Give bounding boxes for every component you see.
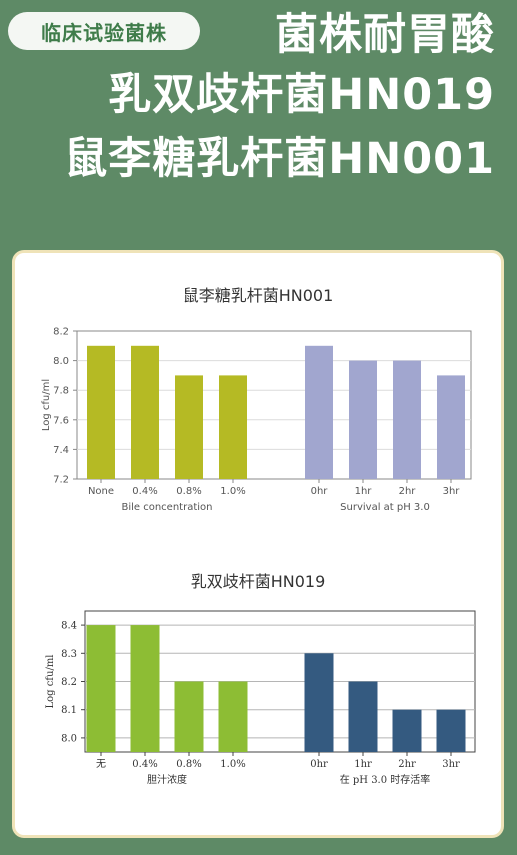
bar bbox=[392, 709, 422, 752]
x-tick-label: 3hr bbox=[442, 759, 460, 770]
x-tick-label: 0.8% bbox=[176, 759, 201, 770]
bar bbox=[86, 625, 116, 752]
headline-acid-resistance: 菌株耐胃酸 bbox=[275, 10, 495, 60]
x-tick-label: 2hr bbox=[398, 759, 416, 770]
group-label: 胆汁浓度 bbox=[147, 773, 187, 786]
y-tick-label: 7.2 bbox=[53, 475, 69, 486]
y-tick-label: 8.2 bbox=[53, 327, 69, 338]
y-tick-label: 8.2 bbox=[61, 677, 77, 688]
group-label: 在 pH 3.0 时存活率 bbox=[340, 773, 431, 786]
chart-hn019: 乳双歧杆菌HN019 8.0 8.1 8.2 8.3 8.4 Log cfu/ml 无 0.4%… bbox=[45, 572, 476, 786]
bar bbox=[87, 345, 115, 479]
bar bbox=[175, 375, 203, 479]
bar bbox=[305, 345, 333, 479]
x-tick-label: 无 bbox=[96, 759, 106, 770]
x-tick-label: 2hr bbox=[399, 486, 417, 497]
bar bbox=[304, 653, 334, 752]
x-tick-label: 0hr bbox=[310, 759, 328, 770]
y-tick-label: 7.4 bbox=[53, 445, 69, 456]
y-axis-label: Log cfu/ml bbox=[41, 379, 52, 431]
y-axis-label: Log cfu/ml bbox=[45, 654, 56, 708]
x-tick-label: 0.4% bbox=[132, 759, 157, 770]
y-tick-label: 8.1 bbox=[61, 705, 77, 716]
x-tick-label: None bbox=[88, 486, 114, 497]
group-label: Survival at pH 3.0 bbox=[340, 502, 430, 513]
y-tick-label: 8.4 bbox=[61, 621, 77, 632]
x-tick-label: 1hr bbox=[354, 759, 372, 770]
bar bbox=[131, 345, 159, 479]
bar bbox=[437, 375, 465, 479]
x-tick-label: 0hr bbox=[311, 486, 329, 497]
y-tick-label: 7.6 bbox=[53, 415, 69, 426]
x-tick-label: 1hr bbox=[355, 486, 373, 497]
chart-card: 鼠李糖乳杆菌HN001 7.2 7.4 7.6 7.8 8.0 8.2 Log cfu/ml N… bbox=[12, 250, 504, 838]
y-tick-label: 8.0 bbox=[53, 356, 69, 367]
bar bbox=[393, 360, 421, 479]
x-tick-label: 0.4% bbox=[132, 486, 157, 497]
chart-hn001: 鼠李糖乳杆菌HN001 7.2 7.4 7.6 7.8 8.0 8.2 Log cfu/ml N… bbox=[41, 286, 472, 513]
y-tick-label: 8.0 bbox=[61, 733, 77, 744]
bar bbox=[436, 709, 466, 752]
bar bbox=[348, 681, 378, 752]
group-label: Bile concentration bbox=[121, 502, 212, 513]
bar bbox=[130, 625, 160, 752]
headline-strain-hn019: 乳双歧杆菌HN019 bbox=[108, 70, 495, 120]
x-tick-label: 1.0% bbox=[220, 486, 245, 497]
y-tick-label: 8.3 bbox=[61, 649, 77, 660]
x-tick-label: 3hr bbox=[443, 486, 461, 497]
trial-strain-badge: 临床试验菌株 bbox=[8, 12, 200, 50]
chart-title: 鼠李糖乳杆菌HN001 bbox=[183, 286, 334, 305]
bar bbox=[174, 681, 204, 752]
bar bbox=[218, 681, 248, 752]
bar bbox=[349, 360, 377, 479]
plot-frame bbox=[76, 330, 472, 480]
y-tick-label: 7.8 bbox=[53, 386, 69, 397]
chart-title: 乳双歧杆菌HN019 bbox=[191, 572, 326, 591]
x-tick-label: 1.0% bbox=[220, 759, 245, 770]
headline-strain-hn001: 鼠李糖乳杆菌HN001 bbox=[64, 134, 495, 184]
bar bbox=[219, 375, 247, 479]
x-tick-label: 0.8% bbox=[176, 486, 201, 497]
